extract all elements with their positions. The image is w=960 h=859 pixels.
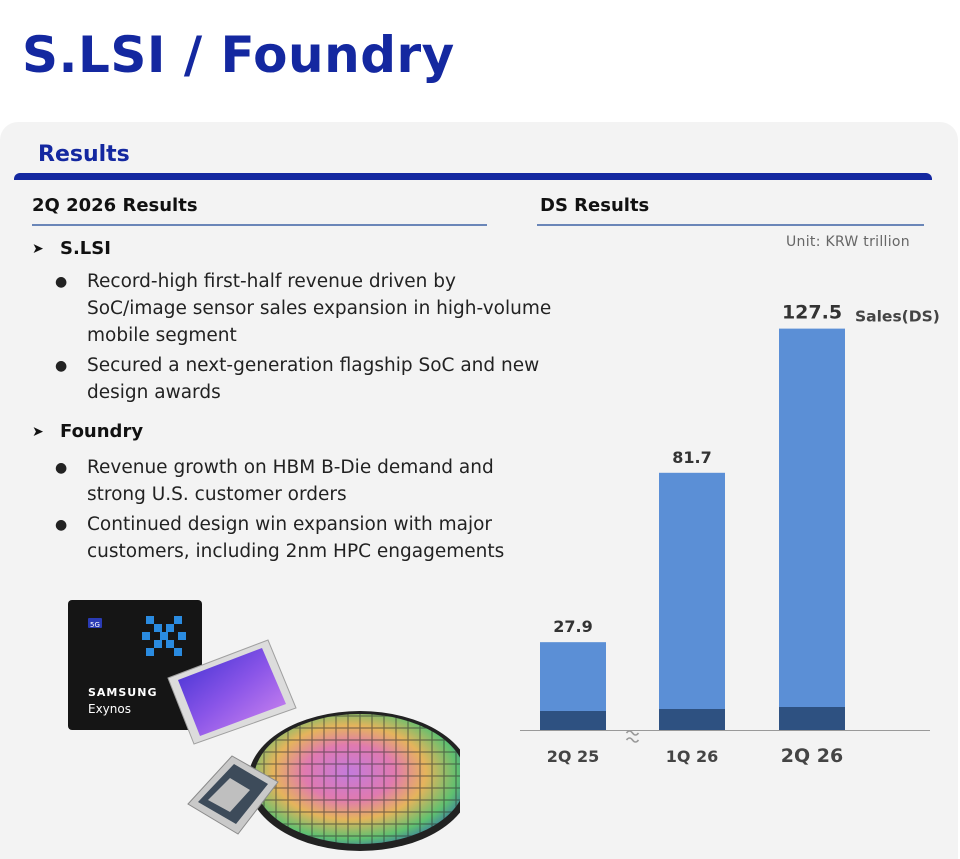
data-label: 127.5 — [782, 302, 842, 324]
group-label: Foundry — [60, 421, 144, 442]
bar-base-segment — [540, 711, 606, 730]
wafer-icon — [248, 711, 460, 851]
right-column-rule — [537, 224, 924, 226]
tick-label: 2Q 26 — [781, 745, 843, 767]
bar-base-segment — [779, 707, 845, 730]
bar-base-segment — [659, 709, 725, 730]
group-label: S.LSI — [60, 238, 111, 259]
unit-label: Unit: KRW trillion — [786, 234, 910, 250]
arrow-bullet-icon: ➤ — [32, 240, 44, 257]
axis-break-mark — [625, 730, 640, 736]
chip-badge: 5G — [90, 621, 100, 629]
semiconductor-illustration: 5G SAMSUNG Exynos — [68, 600, 460, 851]
page-title: S.LSI / Foundry — [22, 26, 455, 84]
left-column-rule — [32, 224, 487, 226]
image-sensor-icon — [167, 639, 297, 745]
bullet-dot-icon: ● — [55, 358, 68, 374]
data-label: 81.7 — [672, 448, 711, 467]
ds-results-chart: 27.9 2Q 25 81.7 1Q 26 127.5 2Q 26 Sales(DS) — [520, 302, 940, 767]
bar — [779, 328, 845, 730]
exynos-chip-icon — [68, 600, 202, 730]
bullet-text: Revenue growth on HBM B-Die demand and s… — [87, 457, 494, 505]
chip-name: Exynos — [88, 702, 131, 716]
bullet-dot-icon: ● — [55, 517, 68, 533]
bullet-dot-icon: ● — [55, 274, 68, 290]
data-label: 27.9 — [553, 617, 592, 636]
list-item: ● Revenue growth on HBM B-Die demand and… — [55, 454, 557, 508]
tick-label: 1Q 26 — [666, 747, 719, 766]
hbm-chip-icon — [187, 755, 279, 835]
bullet-text: Secured a next-generation flagship SoC a… — [87, 355, 540, 403]
left-column-heading: 2Q 2026 Results — [32, 195, 198, 216]
bullet-text: Continued design win expansion with majo… — [87, 514, 505, 562]
group-heading-foundry: ➤ Foundry — [32, 421, 143, 442]
arrow-bullet-icon: ➤ — [32, 423, 44, 440]
bar — [659, 472, 725, 730]
list-item: ● Record-high first-half revenue driven … — [55, 268, 557, 349]
axis-break-mark — [625, 737, 640, 743]
right-column-heading: DS Results — [540, 195, 650, 216]
list-item: ● Continued design win expansion with ma… — [55, 511, 557, 565]
chip-brand: SAMSUNG — [88, 686, 157, 699]
tick-label: 2Q 25 — [547, 747, 600, 766]
section-divider — [14, 173, 932, 180]
series-label: Sales(DS) — [855, 308, 940, 326]
bullet-text: Record-high first-half revenue driven by… — [87, 271, 552, 346]
group-heading-slsi: ➤ S.LSI — [32, 238, 111, 259]
section-title: Results — [38, 142, 130, 167]
bullet-dot-icon: ● — [55, 460, 68, 476]
list-item: ● Secured a next-generation flagship SoC… — [55, 352, 557, 406]
